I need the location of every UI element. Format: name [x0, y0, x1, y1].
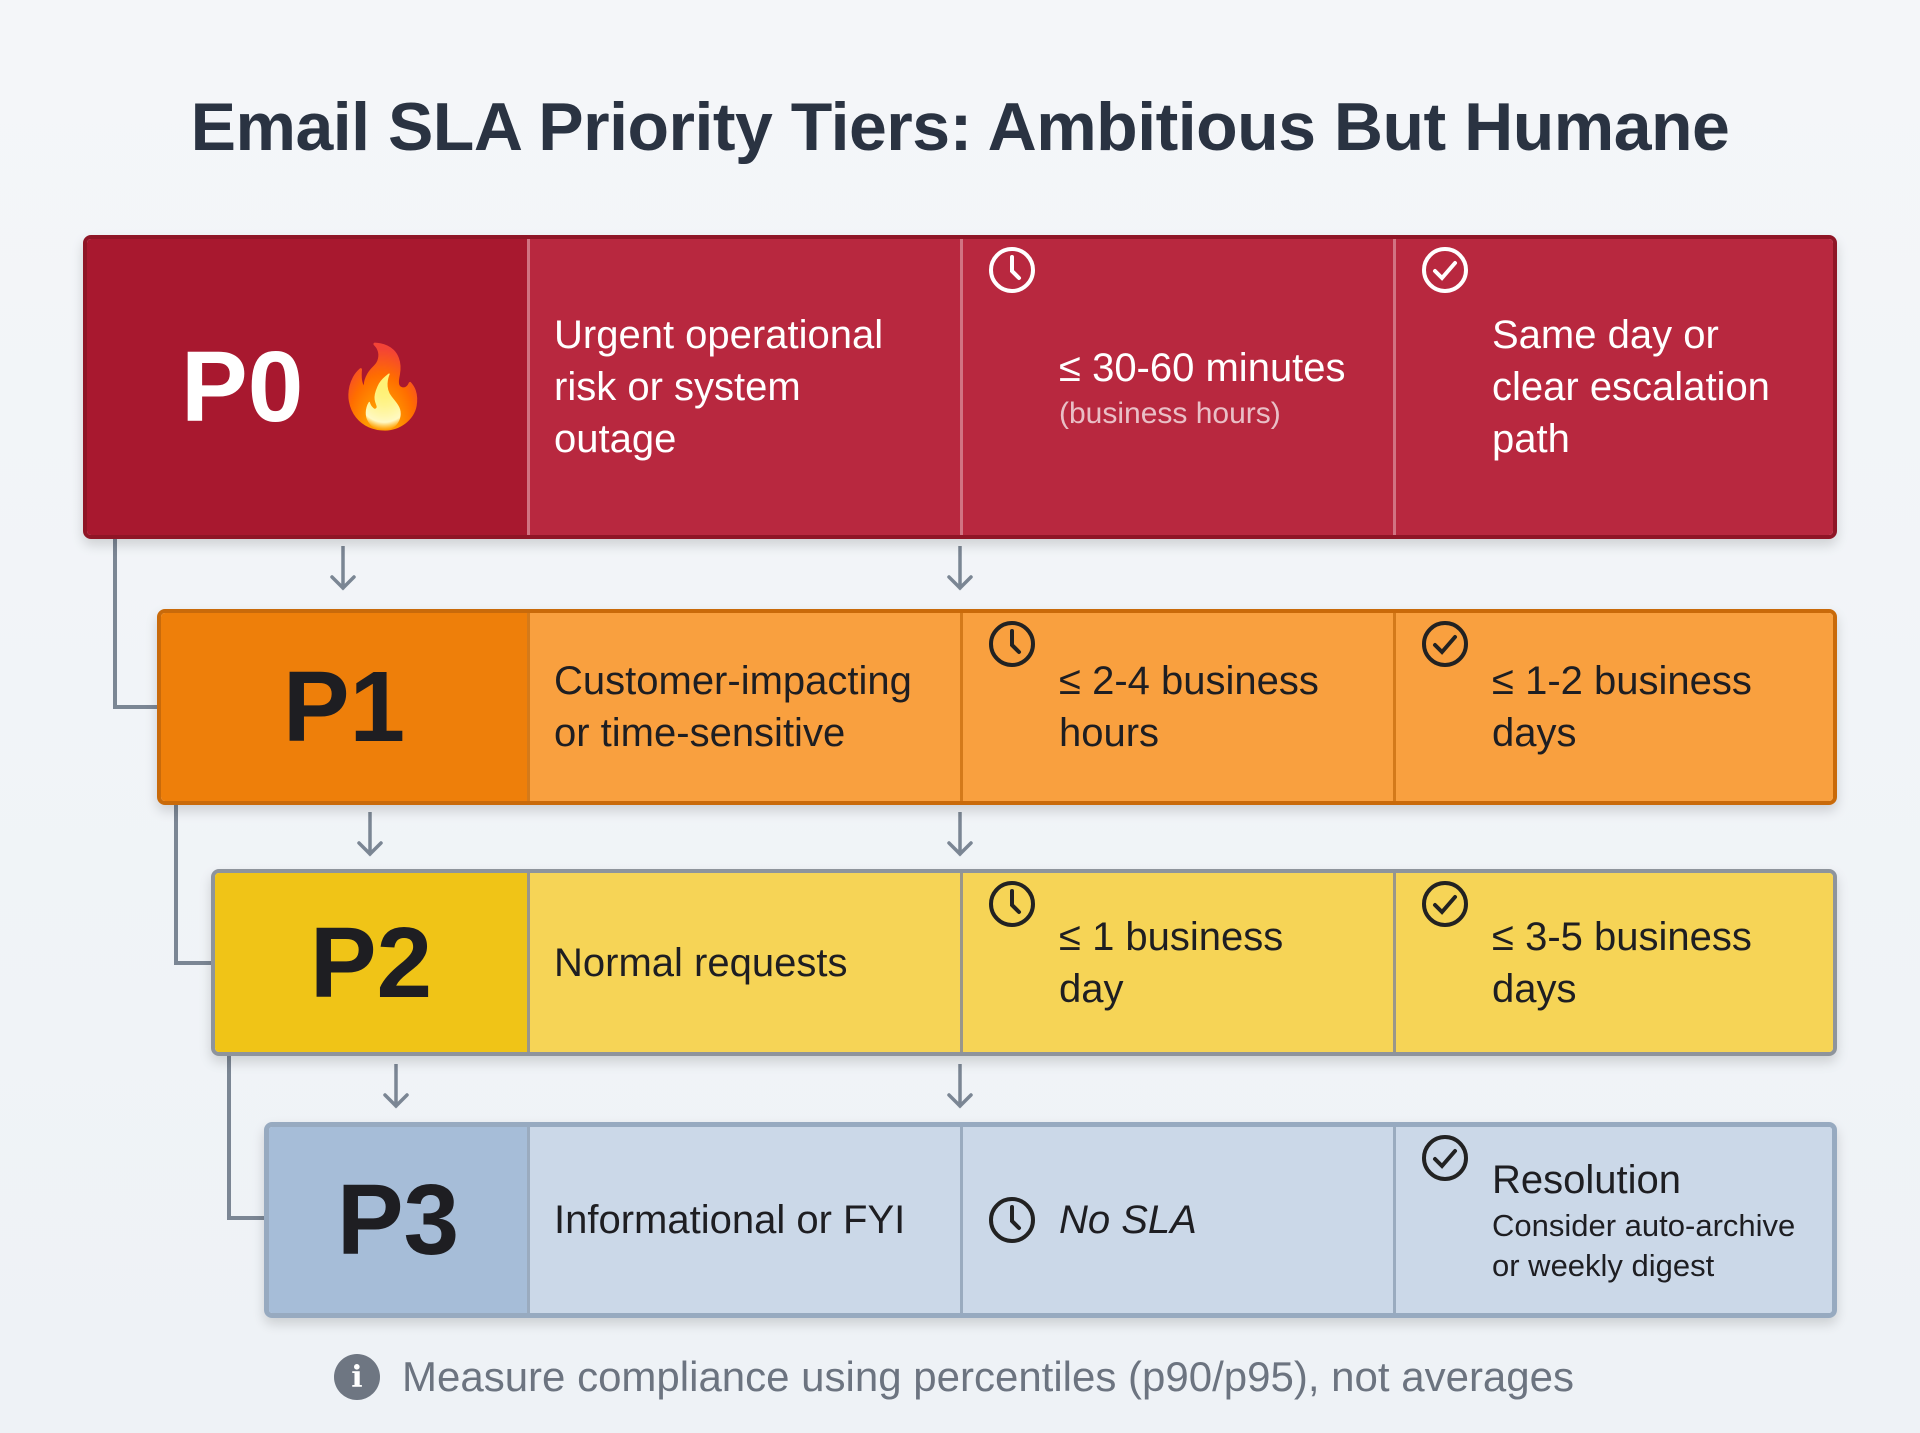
tier-response: ≤ 30-60 minutes (business hours) [960, 239, 1393, 535]
footer-text: Measure compliance using percentiles (p9… [402, 1353, 1575, 1400]
fire-icon: 🔥 [333, 342, 433, 431]
clock-icon [987, 619, 1037, 669]
tier-response: ≤ 2-4 business hours [960, 613, 1393, 801]
tier-resolution: ≤ 3-5 business days [1393, 873, 1833, 1052]
tier-description: Normal requests [527, 873, 960, 1052]
connector-line [227, 1056, 231, 1220]
tier-p0: P0 🔥 Urgent operational risk or system ou… [83, 235, 1837, 539]
down-arrow-icon [355, 810, 385, 858]
tier-resolution: ≤ 1-2 business days [1393, 613, 1833, 801]
connector-line [113, 705, 159, 709]
check-circle-icon [1420, 879, 1470, 929]
tier-p1: P1 Customer-impacting or time-sensitive … [157, 609, 1837, 805]
connector-line [174, 961, 214, 965]
tier-p2: P2 Normal requests ≤ 1 business day ≤ 3-… [211, 869, 1837, 1056]
footer-note: i Measure compliance using percentiles (… [334, 1353, 1574, 1401]
info-icon: i [334, 1354, 380, 1400]
tier-description: Customer-impacting or time-sensitive [527, 613, 960, 801]
check-circle-icon [1420, 245, 1470, 295]
page-title: Email SLA Priority Tiers: Ambitious But … [190, 89, 1730, 165]
tier-label: P2 [215, 873, 527, 1052]
tier-description: Urgent operational risk or system outage [527, 239, 960, 535]
tier-response: ≤ 1 business day [960, 873, 1393, 1052]
clock-icon [987, 1195, 1037, 1245]
down-arrow-icon [945, 1062, 975, 1110]
tier-response: No SLA [960, 1127, 1393, 1313]
tier-label: P3 [269, 1127, 527, 1313]
check-circle-icon [1420, 1133, 1470, 1183]
clock-icon [987, 245, 1037, 295]
tier-p3: P3 Informational or FYI No SLA Resolutio… [264, 1122, 1837, 1318]
connector-line [227, 1216, 267, 1220]
down-arrow-icon [945, 810, 975, 858]
connector-line [174, 805, 178, 965]
check-circle-icon [1420, 619, 1470, 669]
tier-description: Informational or FYI [527, 1127, 960, 1313]
clock-icon [987, 879, 1037, 929]
down-arrow-icon [381, 1062, 411, 1110]
tier-resolution: Resolution Consider auto-archive or weekl… [1393, 1127, 1832, 1313]
down-arrow-icon [945, 544, 975, 592]
connector-line [113, 539, 117, 709]
tier-label: P1 [161, 613, 527, 801]
down-arrow-icon [328, 544, 358, 592]
tier-label: P0 🔥 [87, 239, 527, 535]
tier-resolution: Same day or clear escalation path [1393, 239, 1833, 535]
